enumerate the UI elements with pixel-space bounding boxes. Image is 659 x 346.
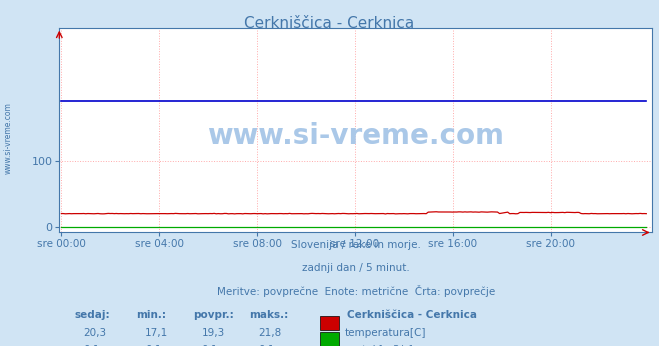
Text: 0,1: 0,1	[146, 345, 162, 346]
Text: Slovenija / reke in morje.: Slovenija / reke in morje.	[291, 240, 421, 250]
Text: 0,1: 0,1	[202, 345, 218, 346]
Text: Cerkniščica - Cerknica: Cerkniščica - Cerknica	[244, 16, 415, 30]
Text: Meritve: povprečne  Enote: metrične  Črta: povprečje: Meritve: povprečne Enote: metrične Črta:…	[217, 285, 495, 297]
Bar	[320, 332, 339, 346]
Text: 0,1: 0,1	[83, 345, 100, 346]
Text: Cerkniščica - Cerknica: Cerkniščica - Cerknica	[347, 310, 477, 320]
Text: 19,3: 19,3	[202, 328, 225, 338]
Text: zadnji dan / 5 minut.: zadnji dan / 5 minut.	[302, 263, 410, 273]
Text: www.si-vreme.com: www.si-vreme.com	[3, 102, 13, 174]
Text: povpr.:: povpr.:	[193, 310, 233, 320]
Text: min.:: min.:	[136, 310, 167, 320]
Text: 20,3: 20,3	[83, 328, 106, 338]
Text: sedaj:: sedaj:	[74, 310, 110, 320]
Bar	[320, 316, 339, 330]
Text: 21,8: 21,8	[258, 328, 281, 338]
Text: maks.:: maks.:	[249, 310, 289, 320]
Text: pretok[m3/s]: pretok[m3/s]	[345, 345, 413, 346]
Text: temperatura[C]: temperatura[C]	[345, 328, 426, 338]
Text: 17,1: 17,1	[146, 328, 169, 338]
Text: 0,1: 0,1	[258, 345, 275, 346]
Text: www.si-vreme.com: www.si-vreme.com	[208, 122, 504, 150]
